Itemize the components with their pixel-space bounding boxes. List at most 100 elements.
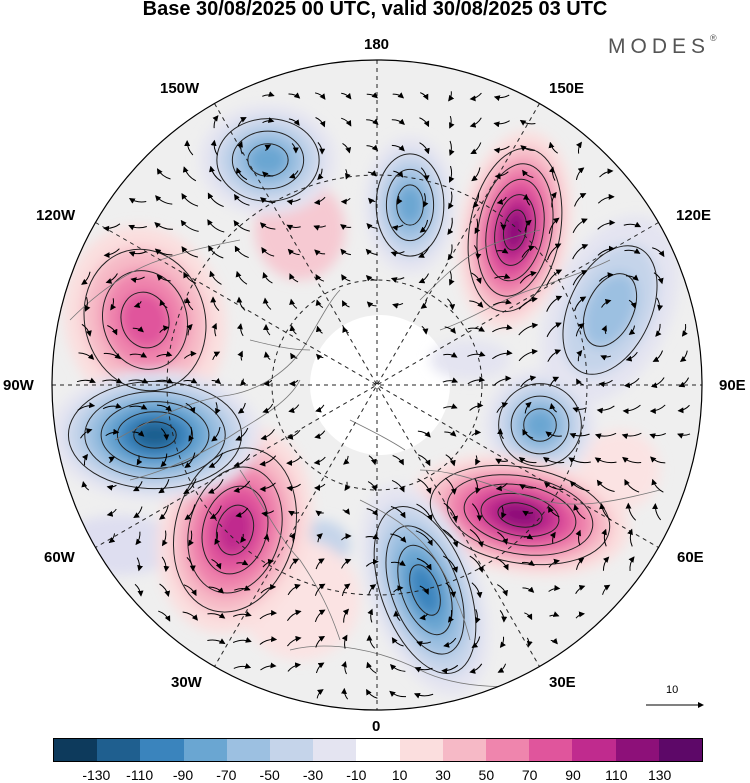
wind-arrow: [418, 246, 430, 258]
wind-arrow: [390, 506, 406, 519]
colorbar-tick-label: -10: [346, 767, 367, 783]
wind-arrow: [681, 323, 688, 337]
wind-arrow: [286, 456, 302, 466]
wind-arrow: [366, 688, 378, 699]
label-90w: 90W: [3, 377, 34, 394]
wind-arrow: [493, 375, 512, 387]
wind-arrow: [366, 661, 377, 674]
wind-arrow: [156, 274, 171, 282]
wind-arrow: [80, 428, 93, 439]
wind-arrow: [288, 170, 299, 179]
wind-arrow: [575, 585, 586, 595]
wind-arrow: [259, 636, 278, 645]
wind-arrow: [287, 635, 302, 647]
wind-arrow: [448, 191, 454, 210]
wind-arrow: [184, 452, 196, 468]
wind-arrow: [491, 349, 513, 360]
wind-arrow: [389, 663, 406, 672]
negative-anomaly-level: [247, 143, 289, 177]
wind-arrow: [448, 165, 455, 183]
wind-arrow: [449, 115, 455, 129]
wind-arrow: [262, 403, 274, 414]
wind-arrow: [315, 635, 326, 648]
wind-arrow: [317, 168, 324, 180]
wind-arrow: [184, 140, 194, 156]
wind-arrow: [625, 274, 639, 281]
wind-arrow: [262, 297, 272, 310]
wind-arrow: [420, 167, 430, 182]
wind-arrow: [210, 139, 218, 156]
wind-arrow: [136, 455, 143, 466]
wind-arrow: [391, 118, 405, 125]
wind-arrow: [572, 407, 587, 413]
wind-arrow: [470, 142, 482, 154]
wind-arrow: [449, 140, 455, 156]
wind-arrow: [599, 503, 611, 521]
wind-arrow: [103, 248, 120, 259]
wind-arrow: [211, 322, 217, 337]
wind-arrow: [183, 350, 197, 359]
wind-arrow: [602, 556, 610, 571]
wind-arrow: [365, 533, 380, 540]
wind-arrow: [524, 401, 532, 414]
wind-arrow: [601, 299, 612, 308]
positive-anomaly-level: [120, 291, 170, 349]
wind-arrow: [572, 218, 588, 234]
wind-arrow: [82, 453, 89, 466]
wind-arrow: [469, 555, 484, 573]
wind-arrow: [365, 275, 378, 282]
wind-arrow: [186, 557, 196, 572]
height-contour: [385, 168, 435, 242]
wind-arrow: [443, 637, 457, 648]
wind-arrow: [158, 504, 169, 520]
wind-arrow: [130, 276, 145, 284]
wind-arrow: [160, 428, 170, 441]
wind-arrow: [475, 609, 481, 624]
wind-arrow: [340, 248, 351, 256]
wind-arrow: [599, 168, 614, 178]
wind-arrow: [342, 326, 349, 334]
wind-arrow: [419, 117, 430, 128]
wind-arrow: [207, 192, 224, 208]
wind-arrow: [628, 556, 635, 572]
wind-arrow: [474, 218, 481, 235]
wind-arrow: [314, 430, 326, 440]
wind-arrow: [233, 220, 250, 232]
wind-arrow: [419, 142, 430, 155]
wind-arrow: [625, 502, 637, 521]
wind-arrow: [237, 402, 246, 414]
wind-arrow: [132, 326, 144, 333]
wind-arrow: [237, 350, 243, 361]
wind-arrow: [414, 666, 433, 673]
wind-arrow: [576, 141, 582, 154]
wind-arrow: [234, 585, 251, 591]
wind-arrow: [366, 144, 379, 152]
wind-arrow: [471, 582, 483, 599]
wind-arrow: [210, 296, 220, 312]
wind-arrow: [572, 270, 588, 286]
wind-arrow: [128, 377, 149, 384]
colorbar-tick-label: 30: [435, 767, 451, 783]
wind-arrow: [184, 297, 194, 311]
wind-arrow: [263, 379, 273, 387]
wind-arrow: [523, 533, 534, 540]
wind-arrow: [286, 429, 301, 440]
wind-arrow: [367, 170, 377, 177]
colorbar-tick-label: -30: [302, 767, 324, 783]
wind-arrow: [495, 557, 509, 571]
wind-arrow: [423, 193, 429, 208]
wind-arrow: [313, 196, 326, 206]
anomaly-contours: [67, 118, 658, 675]
wind-arrow: [259, 455, 277, 467]
wind-arrow: [390, 533, 407, 543]
wind-arrow: [575, 611, 585, 619]
wind-arrow: [573, 504, 586, 520]
wind-arrow: [494, 171, 509, 180]
wind-arrow: [263, 533, 270, 542]
wind-arrow: [158, 479, 170, 494]
wind-arrow: [393, 585, 404, 593]
wind-arrow: [155, 377, 174, 384]
wind-arrow: [286, 483, 301, 492]
wind-arrow: [550, 191, 557, 208]
wind-arrow: [158, 610, 171, 622]
